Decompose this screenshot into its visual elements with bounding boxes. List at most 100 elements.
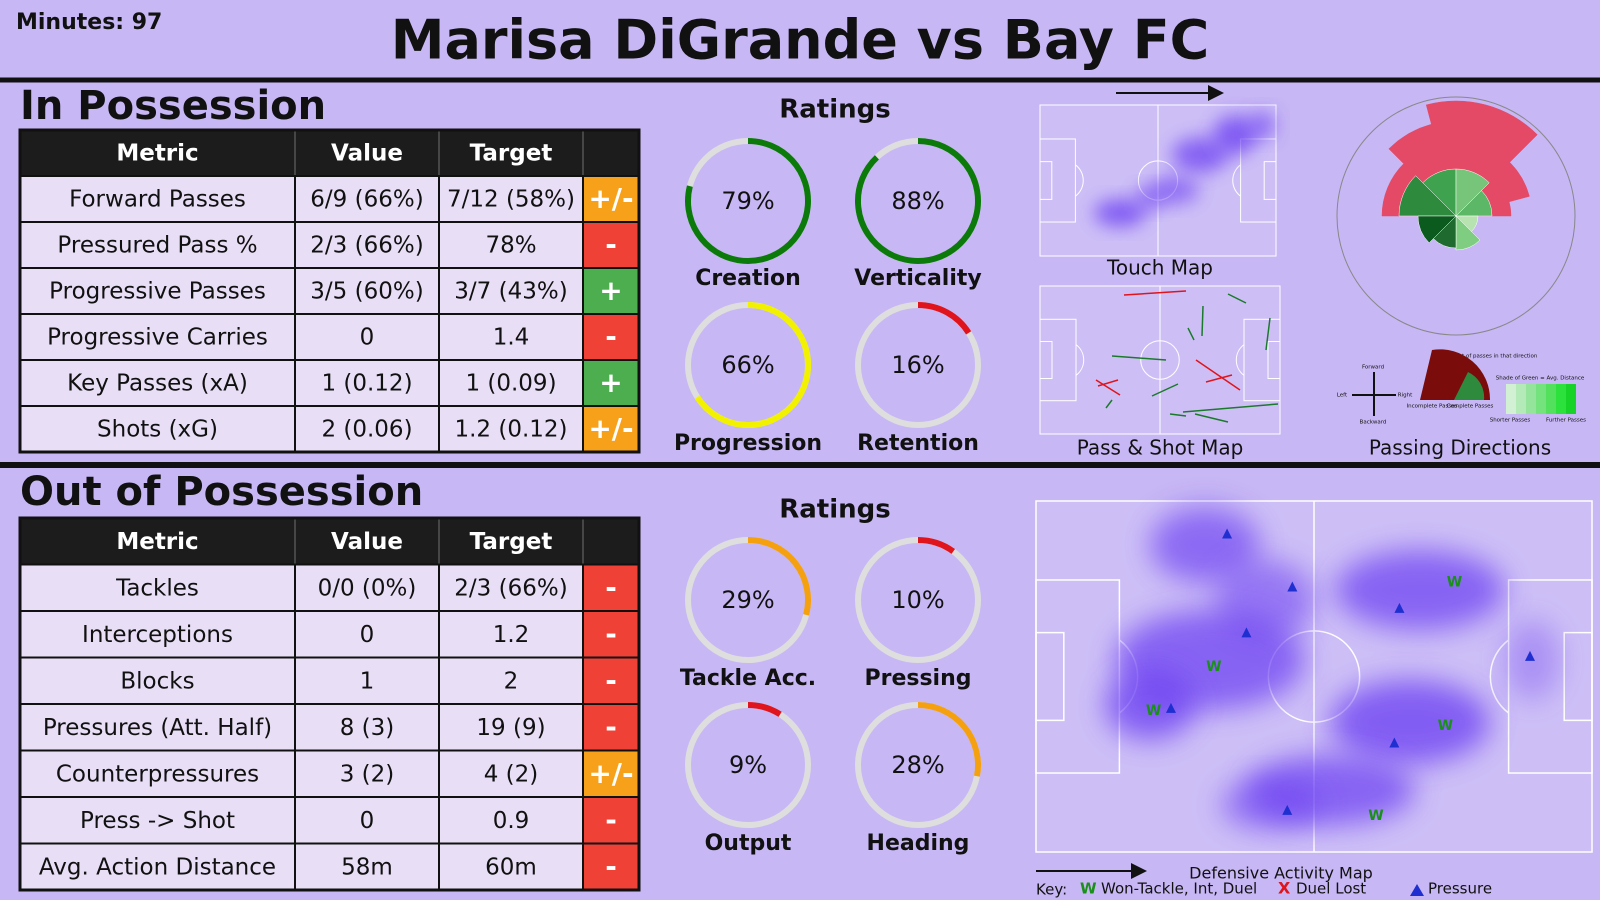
cell-text: Interceptions xyxy=(82,622,233,648)
table-header xyxy=(20,518,639,565)
cell-text: 4 (2) xyxy=(484,761,539,787)
pitch-line xyxy=(1235,344,1245,376)
gauge-arc xyxy=(855,138,981,264)
pitch-line xyxy=(1563,631,1593,722)
table-cell xyxy=(294,313,440,361)
status: +/- xyxy=(588,182,633,215)
cell-text: 3 (2) xyxy=(340,761,395,787)
legend-text: Amount of passes in that direction xyxy=(1443,354,1538,360)
table-cell xyxy=(438,313,584,361)
direction-wedge xyxy=(1455,215,1481,251)
pass-line xyxy=(1105,399,1113,409)
pass-line xyxy=(1123,290,1187,296)
gauge-value: 28% xyxy=(891,751,944,779)
cell-text: 1 (0.12) xyxy=(321,371,412,397)
status: - xyxy=(605,228,617,261)
status: - xyxy=(605,850,617,883)
direction-wedge xyxy=(1455,168,1490,217)
column-header: Value xyxy=(331,141,403,167)
heat-blob xyxy=(1105,670,1195,740)
table-cell xyxy=(19,563,296,612)
heat-blob xyxy=(1220,780,1320,830)
table-cell xyxy=(438,656,584,705)
legend-shade xyxy=(1546,384,1556,414)
gauge-label: Output xyxy=(705,831,792,856)
table-cell xyxy=(438,703,584,752)
legend-shade xyxy=(1506,384,1516,414)
heat-blob xyxy=(1248,111,1276,139)
gauge-label: Pressing xyxy=(864,666,971,691)
status: - xyxy=(605,664,617,697)
status: - xyxy=(605,571,617,604)
cell-text: Forward Passes xyxy=(69,187,246,213)
status: - xyxy=(605,710,617,743)
gauge-value: 66% xyxy=(721,351,774,379)
cell-text: 1 xyxy=(360,668,375,694)
pass-line xyxy=(1097,379,1119,387)
pass-line xyxy=(1187,327,1195,341)
heat-blob xyxy=(1330,680,1490,764)
status-cell xyxy=(582,175,640,223)
direction-wedge xyxy=(1455,190,1493,217)
cell-text: Pressured Pass % xyxy=(57,233,257,259)
cell-text: Press -> Shot xyxy=(80,808,235,834)
table-cell xyxy=(438,749,584,798)
legend-text: Complete Passes xyxy=(1447,404,1494,410)
gauge-arc xyxy=(694,302,811,428)
pass-line xyxy=(1227,293,1247,304)
cell-text: 2 (0.06) xyxy=(321,417,412,443)
minutes: Minutes: 97 xyxy=(16,10,162,35)
pass-line xyxy=(1169,413,1187,417)
status: - xyxy=(605,617,617,650)
key-label: Duel Lost xyxy=(1296,880,1366,898)
gauge-value: 29% xyxy=(721,586,774,614)
map-caption: Pass & Shot Map xyxy=(1077,436,1244,460)
heat-blob xyxy=(1150,507,1260,583)
table-cell xyxy=(19,405,296,453)
cell-text: 2 xyxy=(504,668,519,694)
cell-text: 19 (9) xyxy=(476,715,545,741)
table-header xyxy=(20,130,639,176)
cell-text: 58m xyxy=(341,854,393,880)
gauge-arc xyxy=(917,537,956,554)
pitch-line xyxy=(1489,639,1510,714)
won-marker: W xyxy=(1206,659,1221,675)
section-title: Out of Possession xyxy=(20,469,423,515)
status: - xyxy=(605,320,617,353)
cell-text: Progressive Carries xyxy=(47,325,268,351)
status-cell xyxy=(582,842,640,891)
legend-shade xyxy=(1526,384,1536,414)
heat-blob xyxy=(1213,115,1257,155)
gauge-value: 10% xyxy=(891,586,944,614)
pass-line xyxy=(1095,379,1121,396)
cell-text: 3/5 (60%) xyxy=(310,279,423,305)
gauge-value: 16% xyxy=(891,351,944,379)
pass-line xyxy=(1205,374,1233,383)
cell-text: Pressures (Att. Half) xyxy=(43,715,272,741)
ratings-title: Ratings xyxy=(779,95,891,125)
table-cell xyxy=(19,175,296,223)
cell-text: Key Passes (xA) xyxy=(67,371,248,397)
cell-text: Avg. Action Distance xyxy=(39,854,276,880)
direction-wedge xyxy=(1398,175,1457,217)
column-header: Metric xyxy=(116,529,198,555)
cell-text: Shots (xG) xyxy=(97,417,218,443)
heat-blob xyxy=(1172,137,1228,173)
legend-text: Left xyxy=(1337,393,1348,399)
table-cell xyxy=(294,610,440,659)
status: +/- xyxy=(588,412,633,445)
status: - xyxy=(605,803,617,836)
pressure-marker xyxy=(1165,702,1176,713)
pass-line xyxy=(1194,413,1229,423)
key-symbol: W xyxy=(1080,880,1097,898)
cell-text: 1.2 xyxy=(493,622,530,648)
legend-text: Backward xyxy=(1360,420,1387,426)
legend-text: Shade of Green = Avg. Distance xyxy=(1496,376,1585,382)
legend-shade xyxy=(1566,384,1576,414)
cell-text: Progressive Passes xyxy=(49,279,266,305)
gauge-arc xyxy=(917,702,981,777)
pass-line xyxy=(1151,383,1179,397)
status: + xyxy=(599,366,622,399)
gauge-label: Heading xyxy=(867,831,970,856)
